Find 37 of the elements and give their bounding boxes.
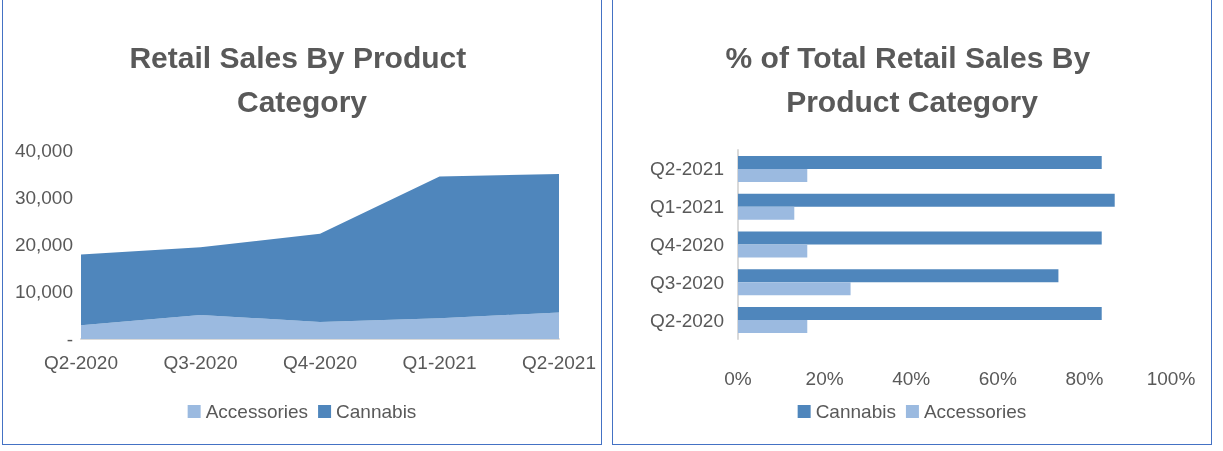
bar [738,206,795,220]
bar [738,320,808,334]
x-tick-label: 0% [724,368,752,389]
bar [738,168,808,182]
bar [738,282,851,296]
y-tick-label: 30,000 [14,186,73,208]
x-tick-label: 60% [978,368,1017,389]
bar [738,193,1115,207]
x-tick-label: 40% [892,368,931,389]
x-tick-label: Q1-2021 [402,352,477,373]
x-tick-label: 20% [805,368,844,389]
x-tick-label: Q3-2020 [163,352,238,373]
x-tick-label: Q2-2021 [522,352,596,373]
bar [738,269,1059,283]
x-tick-label: Q2-2020 [44,352,118,373]
x-tick-label: 80% [1065,368,1104,389]
x-tick-label: 100% [1146,368,1196,389]
x-tick-label: Q4-2020 [283,352,357,373]
y-tick-label: Q2-2021 [650,158,724,180]
bar [738,307,1102,321]
bar [738,231,1102,245]
y-tick-label: 40,000 [14,139,73,161]
chart-title: % of Total Retail Sales By Product Category [725,40,1099,118]
bar [738,244,808,258]
legend-label: Cannabis [815,401,896,422]
y-tick-label: 10,000 [14,281,73,303]
chart-title: Retail Sales By Product Category [129,40,475,118]
bar [738,155,1102,169]
y-tick-label: Q1-2021 [650,196,724,218]
legend-label: Accessories [205,401,309,422]
y-tick-label: Q3-2020 [650,271,724,293]
y-tick-label: Q4-2020 [650,234,724,255]
y-tick-label: 20,000 [14,234,73,255]
y-tick-label: - [66,328,73,350]
legend-label: Accessories [923,401,1027,422]
y-tick-label: Q2-2020 [650,309,724,331]
legend-label: Cannabis [336,401,417,422]
